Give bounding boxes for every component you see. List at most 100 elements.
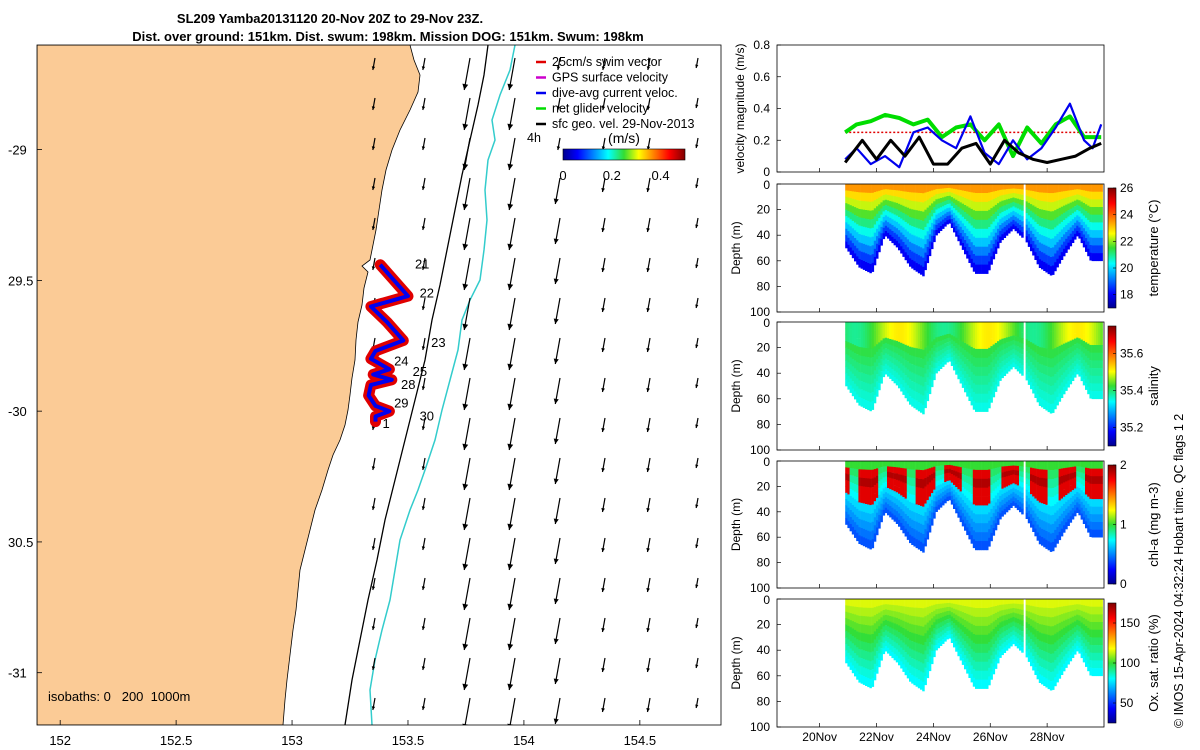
depth-tick-label: 80 (757, 417, 771, 431)
surface-velocity-arrow (601, 577, 606, 593)
map-legend: 25cm/s swim vector GPS surface velocitydi… (527, 55, 694, 145)
track-day-label: 24 (394, 353, 408, 368)
profile-colorbar-tick-label: 22 (1120, 234, 1134, 248)
surface-velocity-arrow (507, 537, 516, 571)
surface-velocity-arrow (646, 177, 651, 193)
surface-velocity-arrow (371, 657, 376, 671)
colorbar-gradient (562, 148, 686, 161)
profile-colorbar-tick-label: 24 (1120, 208, 1134, 222)
surface-velocity-arrow (371, 257, 376, 271)
profile-colorbar-tick-label: 35.6 (1120, 347, 1144, 361)
colorbar-tick-label: 0.2 (603, 168, 621, 183)
surface-velocity-arrow (601, 337, 606, 353)
surface-velocity-arrow (646, 417, 651, 433)
surface-velocity-arrow (371, 617, 376, 631)
surface-velocity-arrow (553, 457, 561, 485)
surface-velocity-arrow (646, 497, 651, 513)
surface-velocity-arrow (553, 537, 561, 565)
surface-velocity-arrow (553, 377, 561, 405)
surface-velocity-arrow (695, 617, 699, 629)
surface-velocity-arrow (462, 177, 471, 211)
depth-tick-label: 20 (757, 618, 771, 632)
map-x-tick-label: 153.5 (392, 733, 425, 748)
profile-panel (776, 321, 1105, 451)
surface-velocity-arrow (462, 257, 471, 291)
velocity-series-line (844, 135, 1102, 166)
surface-velocity-arrow (507, 417, 516, 451)
depth-ylabel: Depth (m) (729, 636, 743, 689)
footer-copyright: © IMOS 15-Apr-2024 04:32:24 Hobart time.… (1172, 413, 1186, 728)
surface-velocity-arrow (553, 337, 561, 365)
surface-velocity-arrow (421, 537, 426, 551)
depth-tick-label: 0 (763, 316, 770, 330)
depth-tick-label: 60 (757, 392, 771, 406)
profile-colorbar-tick-label: 35.4 (1120, 384, 1144, 398)
surface-velocity-arrow (462, 217, 471, 251)
surface-velocity-arrow (601, 297, 606, 313)
depth-tick-label: 100 (750, 305, 770, 319)
surface-velocity-arrow (462, 417, 471, 451)
map-x-tick-label: 154 (513, 733, 535, 748)
surface-velocity-arrow (695, 217, 699, 229)
surface-velocity-arrow (462, 457, 471, 491)
map-y-tick-label: -29 (8, 143, 27, 158)
profile-colorbar-tick-label: 2 (1120, 458, 1127, 472)
profile-colorbar-tick-label: 100 (1120, 656, 1140, 670)
surface-velocity-arrow (507, 97, 516, 131)
surface-velocity-arrow (462, 657, 471, 691)
depth-tick-label: 20 (757, 341, 771, 355)
track-day-label: 29 (394, 395, 408, 410)
surface-velocity-arrow (646, 657, 651, 673)
depth-ylabel: Depth (m) (729, 498, 743, 551)
surface-velocity-arrow (507, 297, 516, 331)
surface-velocity-arrow (556, 57, 561, 71)
track-day-label: 1 (382, 416, 389, 431)
depth-tick-label: 100 (750, 720, 770, 734)
depth-tick-label: 0 (763, 455, 770, 469)
surface-velocity-arrow (371, 137, 376, 151)
time-tick-label: 22Nov (859, 730, 894, 744)
map-x-tick-label: 152.5 (160, 733, 193, 748)
surface-velocity-arrow (646, 217, 651, 233)
surface-velocity-arrow (462, 617, 471, 651)
surface-velocity-arrow (421, 657, 426, 671)
profile-colorbar (1107, 187, 1117, 309)
surface-velocity-arrow (507, 377, 516, 411)
surface-velocity-arrow (462, 57, 471, 91)
profile-colorbar-label: Ox. sat. ratio (%) (1146, 614, 1161, 712)
depth-tick-label: 0 (763, 178, 770, 192)
depth-tick-label: 40 (757, 505, 771, 519)
track-day-label: 30 (420, 408, 434, 423)
legend-entry: 25cm/s swim vector (552, 55, 662, 69)
surface-velocity-arrow (421, 417, 426, 431)
depth-tick-label: 40 (757, 366, 771, 380)
track-day-label: 22 (420, 285, 434, 300)
surface-velocity-arrow (695, 497, 699, 509)
legend-entry: net glider velocity (552, 102, 649, 116)
surface-velocity-arrow (601, 417, 606, 433)
depth-ylabel: Depth (m) (729, 221, 743, 274)
surface-velocity-arrow (462, 497, 471, 531)
profile-colorbar-label: salinity (1146, 366, 1161, 406)
velocity-ylabel: velocity magnitude (m/s) (733, 43, 747, 173)
surface-velocity-arrow (371, 457, 376, 471)
velocity-y-tick-label: 0.6 (753, 70, 770, 84)
surface-velocity-arrow (507, 617, 516, 651)
surface-velocity-arrow (601, 97, 606, 111)
depth-tick-label: 60 (757, 669, 771, 683)
surface-velocity-arrow (646, 97, 651, 111)
surface-velocity-arrow (695, 97, 699, 109)
surface-velocity-arrow (421, 217, 426, 231)
colorbar-tick-label: 0.4 (652, 168, 670, 183)
surface-velocity-arrow (695, 377, 699, 389)
map-x-tick-label: 153 (281, 733, 303, 748)
surface-velocity-arrow (601, 697, 606, 713)
profile-colorbar-label: temperature (°C) (1146, 200, 1161, 297)
map-y-tick-label: -30 (8, 404, 27, 419)
time-tick-label: 26Nov (973, 730, 1008, 744)
surface-velocity-arrow (553, 577, 561, 605)
surface-velocity-arrow (371, 697, 376, 711)
surface-velocity-arrow (695, 537, 699, 549)
colorbar-tick-label: 0 (559, 168, 566, 183)
surface-velocity-arrow (421, 577, 426, 591)
